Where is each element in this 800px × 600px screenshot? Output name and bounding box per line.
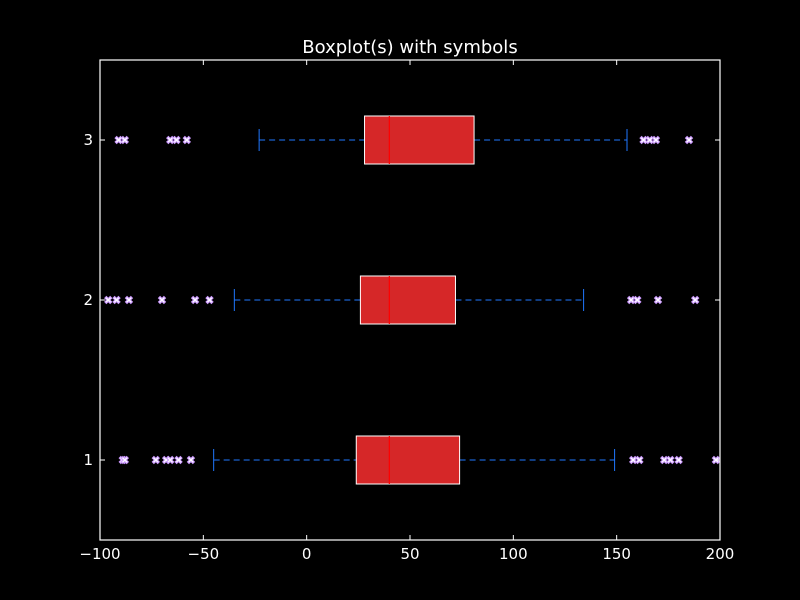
boxplot-group	[118, 435, 721, 485]
x-tick-label: 0	[302, 545, 312, 563]
flier-point	[124, 295, 134, 305]
boxplot-group	[104, 275, 700, 325]
y-tick-label: 3	[83, 131, 93, 149]
box	[364, 115, 475, 165]
flier-point	[645, 135, 654, 145]
flier-point	[205, 295, 214, 305]
y-tick-label: 2	[83, 291, 93, 309]
flier-point	[690, 295, 700, 305]
box	[355, 435, 461, 485]
flier-point	[166, 135, 175, 145]
boxplot-group	[114, 115, 694, 165]
x-tick-label: 100	[499, 545, 528, 563]
flier-point	[190, 295, 200, 305]
flier-point	[174, 455, 183, 465]
x-tick-label: 200	[706, 545, 735, 563]
chart-title: Boxplot(s) with symbols	[302, 37, 517, 58]
flier-point	[120, 455, 130, 465]
flier-point	[172, 135, 181, 145]
flier-point	[182, 135, 192, 145]
x-tick-label: −50	[188, 545, 220, 563]
y-tick-label: 1	[83, 451, 93, 469]
box	[359, 275, 456, 325]
y-axis: 1 2 3	[83, 131, 720, 469]
flier-point	[651, 135, 661, 145]
flier-point	[659, 455, 669, 465]
x-tick-label: 50	[400, 545, 419, 563]
flier-point	[674, 455, 683, 465]
flier-point	[684, 135, 694, 145]
x-tick-label: −100	[79, 545, 120, 563]
plot-area	[104, 115, 721, 485]
x-axis: −100 −50 0 50 100 150 200	[79, 60, 734, 563]
flier-point	[186, 455, 196, 465]
flier-point	[120, 135, 130, 145]
flier-point	[104, 295, 113, 305]
flier-point	[114, 135, 123, 145]
flier-point	[157, 295, 167, 305]
flier-point	[166, 455, 175, 465]
x-tick-label: 150	[602, 545, 631, 563]
flier-point	[151, 455, 161, 465]
flier-point	[666, 455, 675, 465]
flier-point	[633, 295, 642, 305]
flier-point	[635, 455, 644, 465]
flier-point	[653, 295, 663, 305]
flier-point	[628, 455, 638, 465]
flier-point	[112, 295, 121, 305]
flier-point	[626, 295, 636, 305]
flier-point	[639, 135, 648, 145]
